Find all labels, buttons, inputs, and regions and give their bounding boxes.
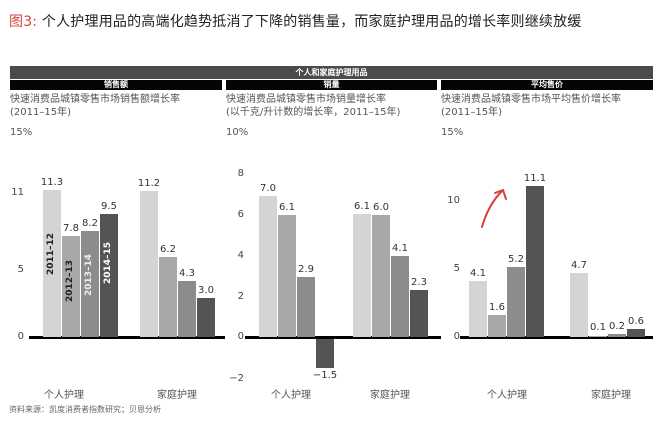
category-label: 家庭护理 [370,390,410,401]
panel-header-price: 平均售价 [441,80,653,90]
bar [627,329,645,337]
y-tick: 6 [237,209,244,220]
bar [159,257,177,337]
series-label: 2011–12 [46,232,56,275]
bar [353,214,371,337]
y-tick: 4 [237,250,244,261]
data-label: 6.1 [354,201,370,212]
bar [488,315,506,337]
y-tick: 5 [17,264,24,275]
bar [608,334,626,337]
bar [570,273,588,337]
unit-label-volume: 10% [226,127,249,138]
y-tick: 8 [237,168,244,179]
zero-baseline [29,336,225,339]
category-label: 家庭护理 [591,390,631,401]
data-label: 2.9 [298,264,314,275]
data-label: 0.6 [628,316,644,327]
bar [178,281,196,337]
bar [278,215,296,337]
data-label: 4.7 [571,260,587,271]
data-label: 4.1 [392,243,408,254]
data-label: 4.3 [179,268,195,279]
data-label: 6.2 [160,244,176,255]
panel-desc-volume: 快速消费品城镇零售市场销量增长率 (以千克/升计数的增长率，2011–15年) [226,94,401,118]
category-label: 家庭护理 [157,390,197,401]
red-arrow-annotation-icon [481,188,507,228]
bar [259,196,277,337]
zero-baseline [245,336,441,339]
bar [526,186,544,337]
bar [469,281,487,337]
data-label: 11.1 [523,173,547,184]
category-label: 个人护理 [44,390,84,401]
y-tick: 0 [17,331,24,342]
category-label: 个人护理 [271,390,311,401]
series-label: 2012–13 [65,259,75,302]
data-label: 2.3 [411,277,427,288]
data-label: 6.1 [279,202,295,213]
y-tick: −2 [229,373,244,384]
bar [589,336,607,337]
figure-title: 图3: 个人护理用品的高端化趋势抵消了下降的销售量，而家庭护理用品的增长率则继续… [9,11,582,31]
header-band: 个人和家庭护理用品 [10,66,653,79]
bar [507,267,525,337]
series-label: 2013–14 [84,253,94,296]
data-label: 7.0 [260,183,276,194]
bar [410,290,428,337]
data-label: 6.0 [373,202,389,213]
y-tick: 2 [237,291,244,302]
bar [316,339,334,368]
unit-label-price: 15% [441,127,464,138]
bar [391,256,409,337]
zero-baseline [460,336,653,339]
bar [140,191,158,337]
data-label: 0.2 [609,321,625,332]
data-label: 8.2 [82,218,98,229]
data-label: −1.5 [312,370,338,381]
figure-title-text: 个人护理用品的高端化趋势抵消了下降的销售量，而家庭护理用品的增长率则继续放缓 [41,14,582,30]
y-tick: 11 [11,187,24,198]
bar [197,298,215,337]
bar [81,231,99,337]
figure-label: 图3: [9,14,38,30]
data-label: 4.1 [470,268,486,279]
data-label: 11.2 [137,178,161,189]
data-label: 11.3 [40,177,64,188]
y-tick: 5 [453,263,460,274]
panel-header-volume: 销量 [226,80,437,90]
data-label: 9.5 [101,201,117,212]
category-label: 个人护理 [487,390,527,401]
bar [62,236,80,337]
bar [43,190,61,337]
data-label: 5.2 [508,254,524,265]
data-label: 3.0 [198,285,214,296]
series-label: 2014–15 [103,241,113,284]
bar [297,277,315,337]
bar [100,214,118,337]
panel-header-sales: 销售额 [10,80,222,90]
y-tick: 0 [453,331,460,342]
panel-desc-price: 快速消费品城镇零售市场平均售价增长率 (2011–15年) [441,94,621,118]
y-tick: 10 [447,195,460,206]
unit-label-sales: 15% [10,127,33,138]
data-label: 0.1 [590,322,606,333]
source-note: 资料来源：凯度消费者指数研究；贝恩分析 [9,405,161,414]
y-tick: 0 [237,331,244,342]
bar [372,215,390,337]
data-label: 7.8 [63,223,79,234]
data-label: 1.6 [489,302,505,313]
panel-desc-sales: 快速消费品城镇零售市场销售额增长率 (2011–15年) [10,94,180,118]
